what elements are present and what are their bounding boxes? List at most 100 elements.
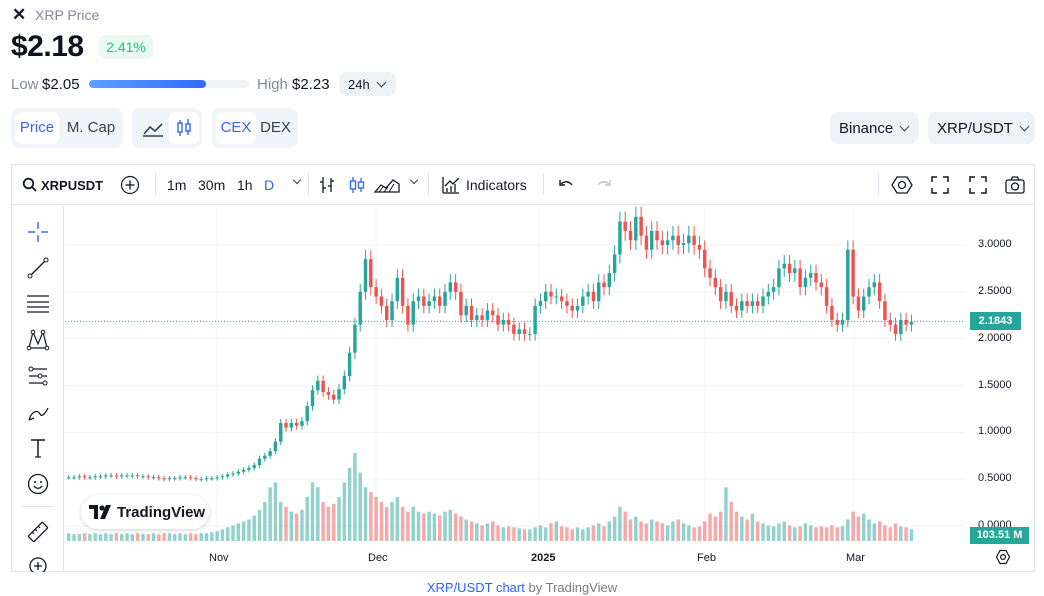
line-chart-icon[interactable] [138,112,168,144]
candle-body [98,476,103,478]
exchange-select[interactable]: Binance [830,112,919,144]
volume-bar [660,523,665,541]
zoom-in-icon[interactable] [26,556,50,572]
indicators-icon [442,177,460,194]
fib-retracement-icon[interactable] [26,292,50,316]
volume-bar [835,527,839,541]
volume-bar [522,529,527,541]
area-style-icon[interactable] [373,174,401,196]
candle-body [347,352,352,377]
chevron-down-icon [899,121,910,131]
candle-body [379,296,384,306]
volume-bar [475,523,479,541]
style-chevron-down-icon[interactable] [409,175,419,185]
brush-icon[interactable] [26,400,50,424]
tradingview-logo-icon [89,505,111,519]
pattern-icon[interactable] [26,328,50,352]
toolbar-divider [428,173,429,195]
volume-bar [665,525,670,541]
volume-bar [533,527,537,541]
volume-bar [135,533,140,541]
volume-bar [496,525,500,541]
volume-bar [787,525,792,541]
volume-bar [565,527,569,541]
tradingview-watermark[interactable]: TradingView [81,495,209,529]
volume-bar [528,529,532,541]
candle-body [570,305,574,311]
search-icon [22,177,37,192]
interval-1h[interactable]: 1h [237,177,253,193]
candle-body [167,478,172,480]
tab-mcap[interactable]: M. Cap [66,119,116,136]
pair-select[interactable]: XRP/USDT [928,112,1035,144]
candle-body [469,305,474,320]
fullscreen-icon[interactable] [930,175,950,195]
volume-bar [793,527,797,541]
candle-body [342,376,347,390]
redo-icon[interactable] [595,176,613,194]
interval-chevron-down-icon[interactable] [292,175,302,185]
volume-bar [771,526,776,541]
volume-bar [310,482,315,541]
volume-bar [740,516,744,541]
compare-add-icon[interactable] [120,175,140,195]
candlestick-icon[interactable] [169,112,199,144]
trend-line-icon[interactable] [26,256,50,280]
tab-price[interactable]: Price [15,112,59,144]
candle-body [708,268,712,278]
price-value: $2.18 [11,30,84,63]
y-tick-label: 2.0000 [978,331,1012,344]
camera-icon[interactable] [1004,174,1026,196]
interval-30m[interactable]: 30m [198,177,226,193]
interval-d[interactable]: D [264,177,275,193]
volume-bar [374,497,378,541]
bar-style-icon[interactable] [316,174,338,196]
candle-body [204,478,209,480]
chart-settings-icon[interactable] [995,549,1011,565]
candle-body [72,477,76,479]
interval-1m[interactable]: 1m [167,177,187,193]
volume-bar [703,521,707,541]
candle-body [867,287,871,297]
candle-body [734,305,739,311]
settings-hexagon-icon[interactable] [891,174,913,196]
volume-bar [146,534,150,541]
candle-body [819,282,824,288]
candle-body [88,477,92,479]
range-period-select[interactable]: 24h [339,72,396,96]
candle-body [655,230,659,241]
volume-bar [506,526,511,541]
candle-body [909,321,914,325]
tab-cex[interactable]: CEX [216,112,256,144]
crosshair-icon[interactable] [26,220,50,244]
volume-bar [491,521,495,541]
volume-bar [814,527,818,541]
volume-bar [231,525,235,541]
candle-body [406,305,410,325]
ruler-icon[interactable] [26,520,50,544]
tab-dex[interactable]: DEX [260,119,291,136]
candle-body [612,254,617,274]
symbol-search[interactable]: XRPUSDT [22,175,103,195]
forecast-icon[interactable] [26,364,50,388]
volume-bar [570,529,574,541]
expand-icon[interactable] [968,175,988,195]
volume-bar [400,506,405,541]
price-chart[interactable] [65,206,1034,571]
candles-style-icon[interactable] [346,174,368,196]
volume-bar [899,526,903,541]
candle-body [856,296,861,311]
indicators-button[interactable]: Indicators [440,174,527,196]
candle-body [872,282,877,288]
text-icon[interactable] [26,436,50,460]
volume-bar [756,521,760,541]
tradingview-widget: XRPUSDT 1m 30m 1h D Indicators [11,164,1035,572]
emoji-icon[interactable] [26,472,50,496]
undo-icon[interactable] [557,176,575,194]
candle-body [358,291,362,325]
chart-link[interactable]: XRP/USDT chart [426,580,525,595]
volume-bar [877,521,882,541]
candle-body [676,235,680,245]
volume-bar [220,529,225,541]
volume-bar [803,523,808,541]
